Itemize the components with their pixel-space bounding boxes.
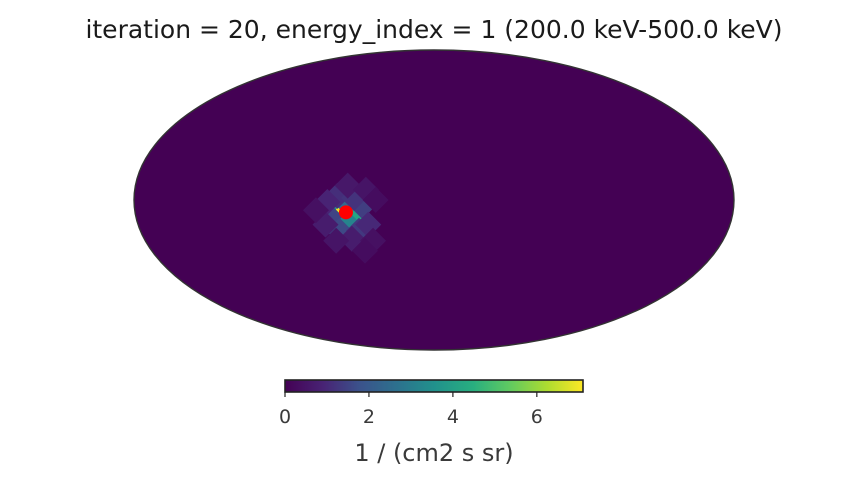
colorbar-tick-label-2: 4	[447, 406, 459, 428]
colorbar-label: 1 / (cm2 s sr)	[354, 439, 513, 467]
sky-map-background	[134, 50, 734, 350]
sky-pixel-19	[323, 227, 350, 254]
sky-map-border	[133, 49, 735, 351]
sky-map-pixels	[302, 172, 389, 264]
sky-pixel-21	[362, 187, 389, 213]
source-marker	[338, 205, 353, 220]
colorbar-tick-label-0: 0	[279, 406, 291, 428]
colorbar-tick-label-1: 2	[363, 406, 375, 428]
sky-pixel-14	[334, 172, 361, 199]
sky-pixel-20	[351, 237, 378, 264]
colorbar-ticks: 0 2 4 6	[279, 392, 543, 428]
chart-title: iteration = 20, energy_index = 1 (200.0 …	[85, 15, 782, 44]
colorbar-gradient	[285, 380, 583, 392]
colorbar-frame	[284, 379, 584, 393]
colorbar: 0 2 4 6 1 / (cm2 s sr)	[279, 379, 584, 467]
sky-map	[133, 49, 735, 351]
sky-pixel-18	[302, 197, 329, 224]
colorbar-tick-label-3: 6	[531, 406, 543, 428]
